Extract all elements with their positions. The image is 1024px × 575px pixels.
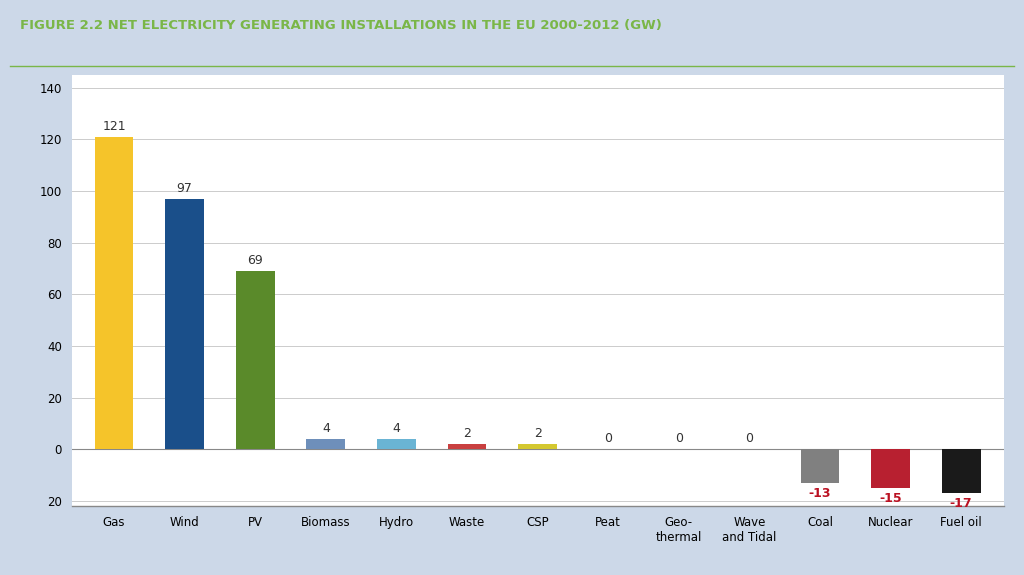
Text: FIGURE 2.2 NET ELECTRICITY GENERATING INSTALLATIONS IN THE EU 2000-2012 (GW): FIGURE 2.2 NET ELECTRICITY GENERATING IN… [20, 20, 663, 32]
Bar [377, 439, 416, 449]
Text: 2: 2 [534, 427, 542, 440]
Bar [236, 271, 274, 449]
Bar [447, 444, 486, 449]
Text: 97: 97 [177, 182, 193, 195]
Text: 4: 4 [322, 422, 330, 435]
Text: 0: 0 [604, 432, 612, 445]
Bar [942, 449, 981, 493]
Text: -17: -17 [950, 497, 973, 510]
Text: 69: 69 [248, 254, 263, 267]
Bar [165, 199, 204, 449]
Text: 0: 0 [675, 432, 683, 445]
Text: -15: -15 [880, 492, 902, 505]
Bar [801, 449, 840, 483]
Text: -13: -13 [809, 486, 831, 500]
Bar [94, 137, 133, 449]
Bar [518, 444, 557, 449]
Bar [871, 449, 910, 488]
Text: 0: 0 [745, 432, 754, 445]
Bar [306, 439, 345, 449]
Text: 4: 4 [392, 422, 400, 435]
Text: 2: 2 [463, 427, 471, 440]
Text: 121: 121 [102, 120, 126, 133]
